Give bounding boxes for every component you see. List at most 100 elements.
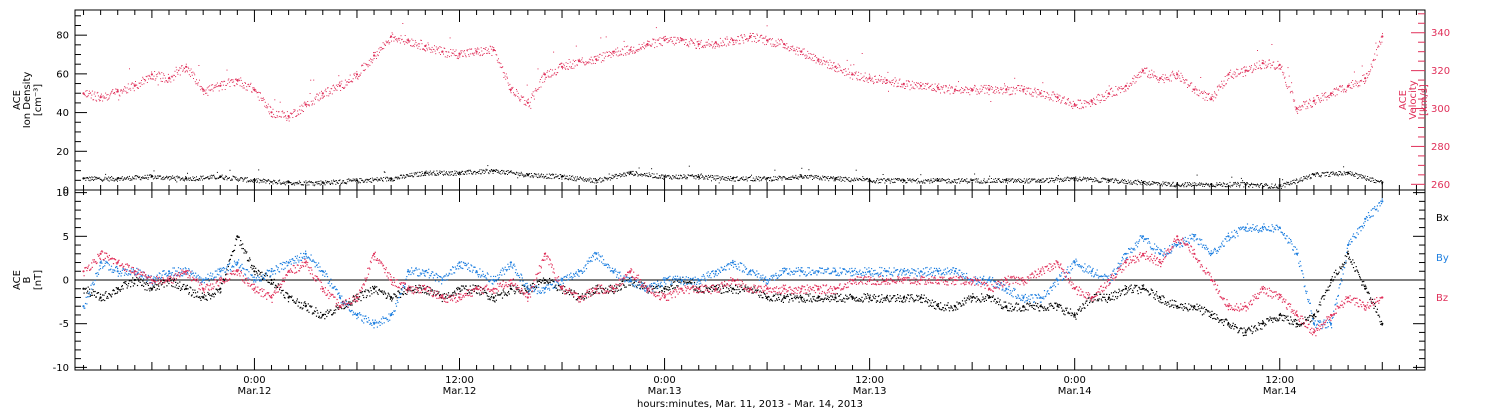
trace-velocity [255, 91, 256, 92]
trace-velocity [603, 60, 604, 61]
trace-velocity [197, 83, 198, 84]
trace-velocity [611, 57, 612, 58]
trace-velocity [148, 75, 149, 76]
trace-density [450, 175, 451, 176]
trace-velocity [107, 100, 108, 101]
trace-density [1076, 179, 1077, 180]
trace-density [1236, 183, 1237, 184]
trace-velocity [143, 83, 144, 84]
trace-velocity [631, 46, 632, 47]
trace-density [1055, 179, 1056, 180]
trace-velocity [858, 75, 859, 76]
trace-velocity [1121, 86, 1122, 87]
trace-velocity [473, 54, 474, 55]
trace-velocity [211, 85, 212, 86]
trace-density [1120, 182, 1121, 183]
trace-velocity [372, 62, 373, 63]
trace-velocity [1348, 86, 1349, 87]
trace-velocity [857, 79, 858, 80]
trace-velocity [1281, 67, 1282, 68]
trace-velocity [210, 89, 211, 90]
trace-velocity [1331, 95, 1332, 96]
trace-density [606, 178, 607, 179]
trace-density [1363, 176, 1364, 177]
trace-velocity [785, 47, 786, 48]
trace-density [1043, 178, 1044, 179]
trace-density [1195, 183, 1196, 184]
trace-density [1307, 179, 1308, 180]
trace-velocity [798, 55, 799, 56]
trace-velocity [336, 85, 337, 86]
trace-density [884, 183, 885, 184]
trace-velocity [157, 73, 158, 74]
trace-velocity [725, 39, 726, 40]
trace-density [974, 174, 975, 175]
trace-density [222, 178, 223, 179]
trace-density [1092, 181, 1093, 182]
trace-velocity [645, 45, 646, 46]
trace-velocity [1367, 77, 1368, 78]
trace-density [417, 172, 418, 173]
trace-velocity [337, 86, 338, 87]
trace-density [774, 170, 775, 171]
trace-velocity [871, 79, 872, 80]
trace-density [913, 179, 914, 180]
trace-velocity [1196, 89, 1197, 90]
trace-density [603, 180, 604, 181]
trace-velocity [441, 52, 442, 53]
trace-density [966, 181, 967, 182]
trace-velocity [273, 109, 274, 110]
trace-density [809, 175, 810, 176]
trace-velocity [232, 82, 233, 83]
trace-density [404, 175, 405, 176]
trace-density [317, 181, 318, 182]
trace-density [785, 177, 786, 178]
trace-velocity [686, 39, 687, 40]
trace-density [938, 181, 939, 182]
trace-density [1111, 180, 1112, 181]
trace-velocity [1374, 54, 1375, 55]
trace-density [1282, 179, 1283, 180]
trace-density [538, 174, 539, 175]
trace-density [1005, 179, 1006, 180]
trace-density [360, 182, 361, 183]
trace-density [844, 181, 845, 182]
trace-velocity [950, 88, 951, 89]
trace-density [599, 180, 600, 181]
trace-velocity [922, 89, 923, 90]
trace-velocity [477, 48, 478, 49]
trace-density [1360, 176, 1361, 177]
trace-velocity [1012, 91, 1013, 92]
trace-density [993, 182, 994, 183]
trace-velocity [1056, 97, 1057, 98]
trace-density [294, 185, 295, 186]
trace-velocity [1346, 90, 1347, 91]
trace-density [727, 180, 728, 181]
trace-velocity [1152, 74, 1153, 75]
trace-velocity [465, 55, 466, 56]
trace-velocity [992, 87, 993, 88]
trace-velocity [1031, 94, 1032, 95]
trace-density [113, 178, 114, 179]
trace-velocity [728, 45, 729, 46]
trace-density [1042, 178, 1043, 179]
trace-density [697, 177, 698, 178]
trace-density [124, 177, 125, 178]
trace-velocity [549, 71, 550, 72]
trace-density [1340, 172, 1341, 173]
trace-density [984, 181, 985, 182]
trace-velocity [568, 69, 569, 70]
trace-velocity [899, 80, 900, 81]
trace-density [356, 178, 357, 179]
trace-velocity [373, 52, 374, 53]
trace-velocity [1258, 68, 1259, 69]
trace-density [548, 177, 549, 178]
trace-density [1219, 182, 1220, 183]
trace-velocity [1133, 78, 1134, 79]
trace-density [822, 180, 823, 181]
trace-velocity [159, 73, 160, 74]
trace-velocity [1307, 108, 1308, 109]
trace-velocity [410, 40, 411, 41]
trace-velocity [244, 82, 245, 83]
trace-velocity [200, 86, 201, 87]
